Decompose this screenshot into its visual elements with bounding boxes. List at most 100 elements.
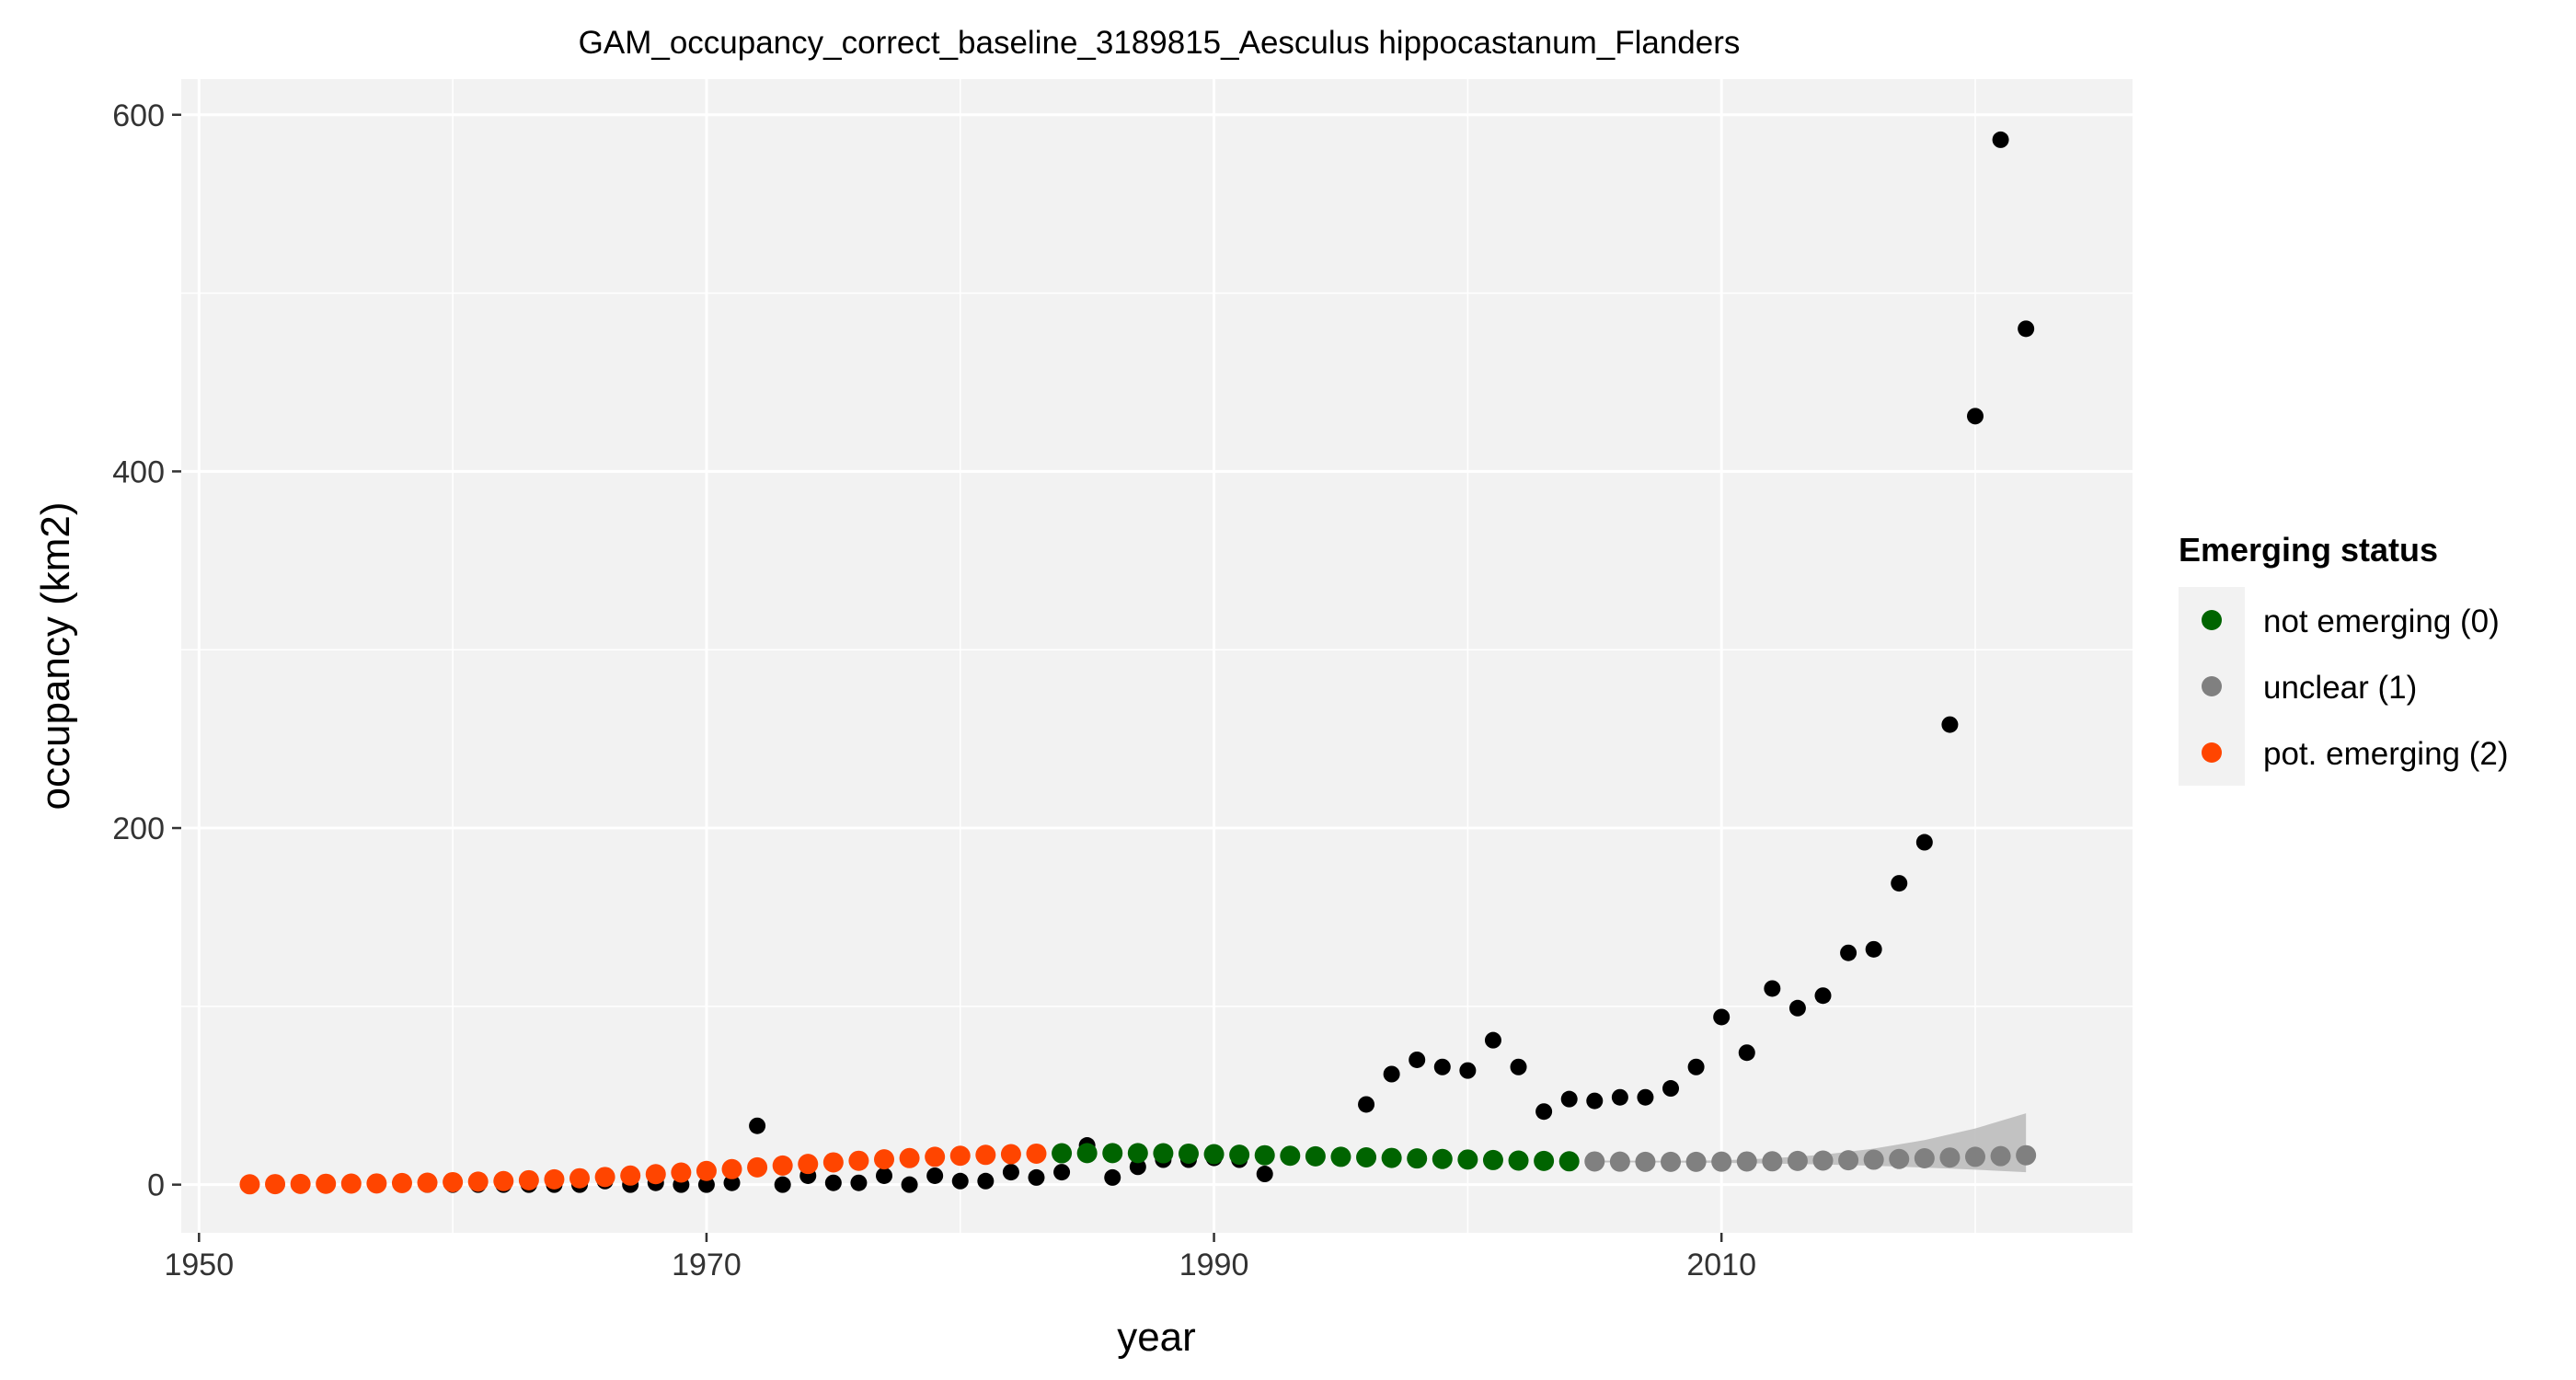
y-tick-label: 400 bbox=[112, 454, 165, 489]
y-tick-label: 200 bbox=[112, 811, 165, 846]
observed-point bbox=[774, 1176, 791, 1193]
observed-point bbox=[901, 1176, 918, 1193]
gam-fit-point bbox=[1026, 1143, 1047, 1164]
gam-fit-point bbox=[340, 1173, 362, 1194]
observed-point bbox=[1814, 987, 1832, 1005]
gam-fit-point bbox=[1407, 1148, 1428, 1169]
gam-fit-point bbox=[1330, 1146, 1351, 1167]
gam-fit-point bbox=[975, 1144, 996, 1166]
legend-key-pot-emerging bbox=[2202, 742, 2222, 763]
observed-point bbox=[1484, 1031, 1501, 1049]
gam-fit-point bbox=[1661, 1151, 1682, 1172]
observed-point bbox=[1662, 1080, 1680, 1098]
gam-fit-point bbox=[1990, 1145, 2011, 1167]
gam-fit-point bbox=[1457, 1149, 1478, 1170]
observed-point bbox=[1409, 1051, 1426, 1068]
observed-point bbox=[749, 1117, 766, 1134]
gam-fit-point bbox=[1178, 1143, 1199, 1164]
observed-point bbox=[2018, 320, 2035, 338]
gam-fit-point bbox=[1153, 1143, 1174, 1164]
gam-fit-point bbox=[1584, 1151, 1605, 1172]
legend-label-unclear: unclear (1) bbox=[2263, 670, 2417, 706]
gam-fit-point bbox=[1127, 1143, 1148, 1164]
observed-point bbox=[1738, 1044, 1755, 1062]
gam-fit-point bbox=[1076, 1143, 1098, 1164]
observed-point bbox=[1637, 1088, 1654, 1106]
gam-fit-point bbox=[493, 1170, 514, 1191]
gam-fit-points bbox=[239, 1143, 2037, 1195]
observed-point bbox=[1788, 999, 1806, 1017]
legend-title: Emerging status bbox=[2179, 531, 2438, 569]
gam-fit-point bbox=[544, 1168, 565, 1190]
gam-fit-point bbox=[874, 1149, 895, 1170]
gam-fit-point bbox=[467, 1171, 489, 1192]
observed-point bbox=[1535, 1103, 1553, 1121]
plot-panel bbox=[181, 79, 2133, 1233]
gam-fit-point bbox=[1254, 1144, 1275, 1166]
gam-fit-point bbox=[290, 1173, 311, 1194]
observed-point bbox=[1992, 131, 2009, 148]
observed-point bbox=[876, 1167, 893, 1184]
y-axis-title: occupancy (km2) bbox=[33, 501, 78, 810]
legend-key-unclear bbox=[2202, 676, 2222, 696]
x-tick-label: 1970 bbox=[672, 1248, 742, 1282]
gam-fit-point bbox=[1609, 1151, 1630, 1172]
gam-fit-point bbox=[696, 1160, 717, 1181]
observed-point bbox=[1129, 1158, 1146, 1176]
gam-fit-point bbox=[798, 1154, 819, 1175]
legend: Emerging status not emerging (0) unclear… bbox=[2179, 531, 2509, 786]
gam-fit-point bbox=[569, 1167, 591, 1189]
x-tick-label: 2010 bbox=[1686, 1248, 1756, 1282]
gam-fit-point bbox=[316, 1173, 337, 1194]
observed-point bbox=[1510, 1058, 1527, 1075]
observed-point bbox=[1053, 1164, 1071, 1181]
gam-fit-point bbox=[1000, 1144, 1021, 1165]
gam-fit-point bbox=[2016, 1144, 2037, 1166]
observed-point bbox=[1358, 1096, 1375, 1113]
gam-fit-point bbox=[1939, 1147, 1961, 1168]
gam-fit-point bbox=[594, 1167, 615, 1188]
gam-fit-point bbox=[1203, 1144, 1225, 1165]
observed-point bbox=[1560, 1090, 1578, 1108]
x-axis-title: year bbox=[1117, 1315, 1196, 1360]
observed-point bbox=[850, 1174, 868, 1191]
gam-fit-point bbox=[1305, 1145, 1326, 1167]
gam-fit-point bbox=[1534, 1150, 1555, 1171]
legend-label-pot-emerging: pot. emerging (2) bbox=[2263, 736, 2509, 772]
legend-key-not-emerging bbox=[2202, 610, 2222, 630]
gam-fit-point bbox=[949, 1145, 971, 1167]
observed-point bbox=[1459, 1062, 1477, 1079]
gam-fit-point bbox=[1711, 1151, 1732, 1172]
axes: 0 200 400 600 1950 1970 1990 2010 bbox=[112, 98, 1756, 1282]
observed-point bbox=[1028, 1168, 1045, 1186]
observed-point bbox=[1941, 716, 1959, 733]
chart-title: GAM_occupancy_correct_baseline_3189815_A… bbox=[579, 25, 1741, 61]
gam-fit-point bbox=[1838, 1150, 1859, 1171]
gam-fit-point bbox=[1280, 1145, 1301, 1167]
gam-fit-point bbox=[899, 1147, 920, 1168]
observed-point bbox=[1840, 944, 1857, 961]
gam-fit-point bbox=[391, 1172, 412, 1193]
observed-point bbox=[1915, 834, 1933, 851]
observed-point bbox=[1713, 1008, 1731, 1026]
gam-fit-point bbox=[925, 1146, 946, 1167]
gam-fit-point bbox=[822, 1152, 844, 1173]
observed-point bbox=[951, 1172, 969, 1190]
gam-fit-point bbox=[518, 1169, 539, 1190]
observed-point bbox=[1966, 408, 1984, 425]
gam-fit-point bbox=[1736, 1151, 1757, 1172]
gam-fit-point bbox=[645, 1164, 666, 1185]
observed-point bbox=[1256, 1166, 1273, 1183]
gam-fit-point bbox=[1381, 1147, 1402, 1168]
gam-fit-point bbox=[239, 1174, 260, 1195]
legend-label-not-emerging: not emerging (0) bbox=[2263, 604, 2500, 639]
gam-fit-point bbox=[1432, 1148, 1453, 1169]
gam-fit-point bbox=[1964, 1146, 1985, 1167]
observed-point bbox=[723, 1174, 741, 1191]
x-tick-label: 1990 bbox=[1179, 1248, 1249, 1282]
gam-fit-point bbox=[1229, 1144, 1250, 1166]
gam-fit-point bbox=[671, 1162, 692, 1183]
gam-fit-point bbox=[1356, 1147, 1377, 1168]
gam-fit-point bbox=[366, 1173, 387, 1194]
